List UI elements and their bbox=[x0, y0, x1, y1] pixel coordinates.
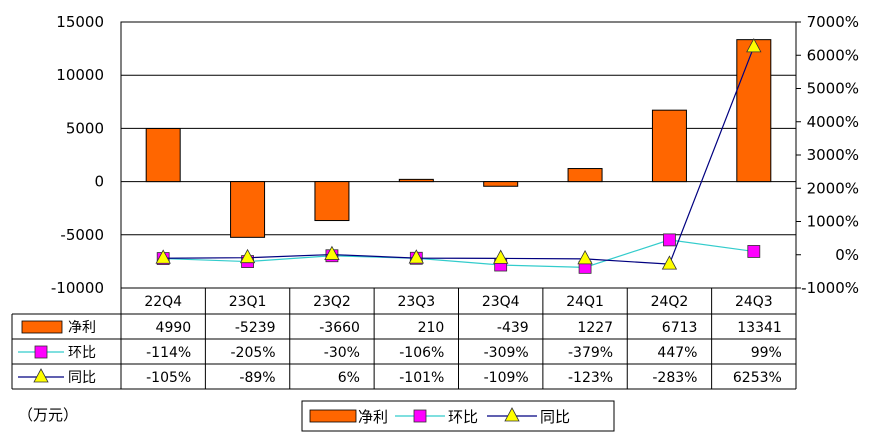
point-marker bbox=[239, 248, 256, 264]
bar-24Q3 bbox=[736, 39, 772, 183]
plot-area-border bbox=[120, 21, 797, 289]
table-cell: 6253% bbox=[733, 370, 782, 386]
table-cell: 99% bbox=[751, 345, 782, 361]
table-cell: -114% bbox=[146, 345, 191, 361]
bar-series-net-profit bbox=[145, 39, 772, 238]
right-tick-label: 0% bbox=[835, 246, 859, 264]
grid-lines bbox=[121, 21, 796, 289]
point-marker bbox=[746, 37, 762, 53]
category-label-23Q2: 23Q2 bbox=[313, 294, 351, 310]
table-cell: 447% bbox=[657, 345, 697, 361]
table-row-key bbox=[18, 345, 64, 359]
right-axis-ticks: 7000% 6000% 5000% 4000% 3000% 2000% 1000% 0% -10… bbox=[796, 13, 859, 297]
right-tick-label: 4000% bbox=[807, 113, 859, 131]
table-cell: -379% bbox=[568, 345, 613, 361]
left-tick-label: -10000 bbox=[51, 279, 104, 297]
bar-23Q1 bbox=[230, 181, 266, 238]
table-row-key bbox=[18, 368, 64, 383]
left-tick-label: 5000 bbox=[66, 119, 104, 137]
table-cell: -89% bbox=[239, 370, 275, 386]
bar-24Q2 bbox=[651, 109, 687, 183]
legend-label: 净利 bbox=[358, 408, 388, 426]
point-marker bbox=[747, 245, 761, 258]
table-cell: -439 bbox=[497, 320, 529, 336]
bar-23Q4 bbox=[483, 181, 519, 187]
left-axis-ticks: 15000 10000 5000 0 -5000 -10000 bbox=[51, 13, 104, 297]
legend-label: 同比 bbox=[540, 408, 570, 426]
table-cell: -30% bbox=[324, 345, 360, 361]
left-tick-label: 0 bbox=[94, 173, 104, 191]
legend-swatch-bar bbox=[309, 409, 357, 423]
bar-24Q1 bbox=[567, 168, 603, 183]
table-row-key bbox=[21, 320, 63, 334]
point-marker bbox=[661, 255, 678, 270]
table-cell: -105% bbox=[146, 370, 191, 386]
point-marker bbox=[408, 249, 424, 264]
bar-23Q3 bbox=[398, 178, 434, 183]
table-cell: 6% bbox=[338, 370, 360, 386]
legend-label: 环比 bbox=[448, 408, 478, 426]
table-cell: -123% bbox=[568, 370, 613, 386]
point-marker bbox=[493, 249, 509, 264]
point-marker bbox=[663, 233, 676, 247]
table-cell: -283% bbox=[652, 370, 697, 386]
right-tick-label: -1000% bbox=[801, 279, 859, 297]
unit-label: （万元） bbox=[18, 406, 78, 424]
right-tick-label: 6000% bbox=[807, 46, 859, 64]
category-label-24Q1: 24Q1 bbox=[566, 294, 604, 310]
legend-marker-triangle bbox=[504, 407, 520, 422]
table-cell: -309% bbox=[484, 345, 529, 361]
category-label-24Q2: 24Q2 bbox=[651, 294, 689, 310]
right-tick-label: 5000% bbox=[807, 80, 859, 98]
right-tick-label: 3000% bbox=[807, 146, 859, 164]
right-tick-label: 2000% bbox=[807, 179, 859, 197]
table-cell: -5239 bbox=[235, 320, 276, 336]
point-marker bbox=[324, 245, 340, 260]
table-row-name: 净利 bbox=[68, 320, 96, 336]
right-tick-label: 7000% bbox=[807, 13, 859, 31]
point-marker bbox=[155, 249, 171, 264]
series-line bbox=[163, 239, 754, 268]
right-tick-label: 1000% bbox=[807, 213, 859, 231]
table-cell: -109% bbox=[484, 370, 529, 386]
table-row-name: 同比 bbox=[68, 370, 96, 386]
left-tick-label: 10000 bbox=[56, 66, 104, 84]
left-tick-label: -5000 bbox=[60, 226, 104, 244]
bar-22Q4 bbox=[145, 128, 181, 183]
table-cell: 1227 bbox=[577, 320, 613, 336]
table-cell: -106% bbox=[399, 345, 444, 361]
category-label-22Q4: 22Q4 bbox=[144, 294, 182, 310]
legend: 净利 环比 同比 bbox=[301, 400, 615, 432]
table-cell: 13341 bbox=[737, 320, 782, 336]
table-cell: -205% bbox=[230, 345, 275, 361]
series-line bbox=[163, 46, 755, 265]
line-series-2 bbox=[155, 37, 762, 270]
category-label-23Q4: 23Q4 bbox=[482, 294, 520, 310]
plot-frame bbox=[120, 21, 797, 289]
category-label-24Q3: 24Q3 bbox=[735, 294, 773, 310]
left-tick-label: 15000 bbox=[56, 13, 104, 31]
table-cell: 4990 bbox=[156, 320, 192, 336]
table-row-name: 环比 bbox=[68, 345, 96, 361]
table-cell: 6713 bbox=[662, 320, 698, 336]
data-table: 22Q4 23Q1 23Q2 23Q3 23Q4 24Q1 24Q2 24Q3 净利 4990 -5… bbox=[11, 287, 797, 390]
legend-marker-square bbox=[413, 409, 427, 423]
table-cell: 210 bbox=[418, 320, 445, 336]
line-series bbox=[155, 37, 762, 274]
category-label-23Q1: 23Q1 bbox=[229, 294, 267, 310]
point-marker bbox=[577, 249, 593, 265]
category-label-23Q3: 23Q3 bbox=[397, 294, 435, 310]
table-cell: -3660 bbox=[319, 320, 360, 336]
bar-23Q2 bbox=[314, 181, 350, 222]
table-cell: -101% bbox=[399, 370, 444, 386]
